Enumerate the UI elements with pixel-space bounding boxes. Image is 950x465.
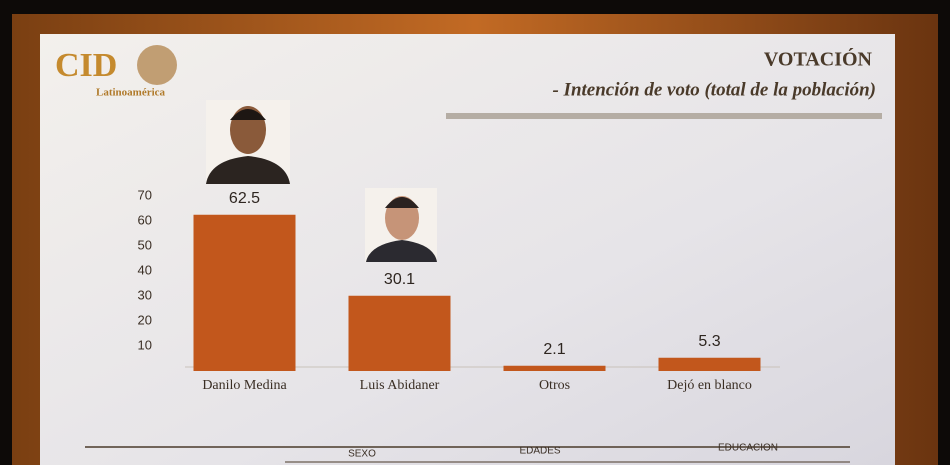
x-tick-label: Otros [539,378,570,393]
y-tick-label: 50 [138,237,152,252]
bar [193,214,296,371]
table-header: SEXO [348,449,376,460]
value-label: 62.5 [229,190,260,207]
chart-title: VOTACIÓN [764,47,873,71]
title-rule [446,113,882,119]
slide [40,34,895,465]
y-tick-label: 10 [138,337,152,352]
value-label: 5.3 [698,333,720,350]
value-label: 30.1 [384,271,415,288]
photo-danilo [206,100,290,184]
bar [503,365,606,371]
logo-region: Latinoamérica [96,87,166,99]
table-header: EDUCACION [718,443,778,454]
bar [658,357,761,371]
bar [348,295,451,371]
logo-name: CID [55,47,117,84]
chart-subtitle: - Intención de voto (total de la poblaci… [552,79,876,100]
logo-globe [137,45,177,85]
x-tick-label: Luis Abidaner [360,378,440,393]
x-tick-label: Dejó en blanco [667,378,752,393]
y-tick-label: 70 [138,187,152,202]
x-tick-label: Danilo Medina [202,378,287,393]
y-tick-label: 30 [138,287,152,302]
y-tick-label: 40 [138,262,152,277]
photo-luis [365,188,437,262]
y-tick-label: 20 [138,312,152,327]
y-tick-label: 60 [138,212,152,227]
table-header: EDADES [519,446,560,457]
value-label: 2.1 [543,341,565,358]
